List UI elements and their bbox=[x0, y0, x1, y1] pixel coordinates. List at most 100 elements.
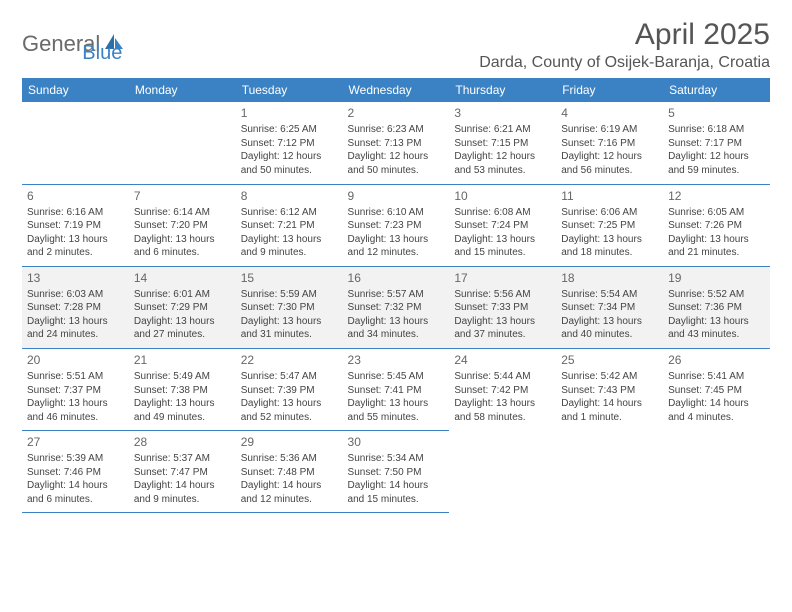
sunrise-line: Sunrise: 5:54 AM bbox=[561, 288, 658, 302]
calendar-empty bbox=[22, 102, 129, 184]
sunrise-line: Sunrise: 5:36 AM bbox=[241, 452, 338, 466]
day-number: 26 bbox=[668, 352, 765, 368]
sunrise-line: Sunrise: 5:49 AM bbox=[134, 370, 231, 384]
day-number: 30 bbox=[348, 434, 445, 450]
day-number: 15 bbox=[241, 270, 338, 286]
day-number: 13 bbox=[27, 270, 124, 286]
day-number: 29 bbox=[241, 434, 338, 450]
calendar-day: 8Sunrise: 6:12 AMSunset: 7:21 PMDaylight… bbox=[236, 184, 343, 266]
sunrise-line: Sunrise: 6:05 AM bbox=[668, 206, 765, 220]
calendar-day: 4Sunrise: 6:19 AMSunset: 7:16 PMDaylight… bbox=[556, 102, 663, 184]
day-number: 7 bbox=[134, 188, 231, 204]
day-number: 1 bbox=[241, 105, 338, 121]
sunrise-line: Sunrise: 5:45 AM bbox=[348, 370, 445, 384]
calendar-day: 1Sunrise: 6:25 AMSunset: 7:12 PMDaylight… bbox=[236, 102, 343, 184]
daylight-line: Daylight: 13 hours and 18 minutes. bbox=[561, 233, 658, 260]
sunrise-line: Sunrise: 5:59 AM bbox=[241, 288, 338, 302]
calendar-day: 12Sunrise: 6:05 AMSunset: 7:26 PMDayligh… bbox=[663, 184, 770, 266]
sunrise-line: Sunrise: 6:21 AM bbox=[454, 123, 551, 137]
sunrise-line: Sunrise: 5:52 AM bbox=[668, 288, 765, 302]
daylight-line: Daylight: 13 hours and 46 minutes. bbox=[27, 397, 124, 424]
calendar-day: 19Sunrise: 5:52 AMSunset: 7:36 PMDayligh… bbox=[663, 266, 770, 348]
daylight-line: Daylight: 12 hours and 56 minutes. bbox=[561, 150, 658, 177]
daylight-line: Daylight: 14 hours and 9 minutes. bbox=[134, 479, 231, 506]
sunrise-line: Sunrise: 6:03 AM bbox=[27, 288, 124, 302]
daylight-line: Daylight: 13 hours and 37 minutes. bbox=[454, 315, 551, 342]
daylight-line: Daylight: 12 hours and 50 minutes. bbox=[241, 150, 338, 177]
sunrise-line: Sunrise: 6:18 AM bbox=[668, 123, 765, 137]
sunrise-line: Sunrise: 5:57 AM bbox=[348, 288, 445, 302]
day-number: 18 bbox=[561, 270, 658, 286]
daylight-line: Daylight: 12 hours and 59 minutes. bbox=[668, 150, 765, 177]
daylight-line: Daylight: 13 hours and 6 minutes. bbox=[134, 233, 231, 260]
calendar-day: 22Sunrise: 5:47 AMSunset: 7:39 PMDayligh… bbox=[236, 348, 343, 430]
daylight-line: Daylight: 13 hours and 24 minutes. bbox=[27, 315, 124, 342]
weekday-header: Tuesday bbox=[236, 78, 343, 102]
day-number: 21 bbox=[134, 352, 231, 368]
day-number: 28 bbox=[134, 434, 231, 450]
sunset-line: Sunset: 7:21 PM bbox=[241, 219, 338, 233]
calendar-day: 17Sunrise: 5:56 AMSunset: 7:33 PMDayligh… bbox=[449, 266, 556, 348]
daylight-line: Daylight: 13 hours and 31 minutes. bbox=[241, 315, 338, 342]
sunset-line: Sunset: 7:50 PM bbox=[348, 466, 445, 480]
daylight-line: Daylight: 13 hours and 21 minutes. bbox=[668, 233, 765, 260]
sunset-line: Sunset: 7:12 PM bbox=[241, 137, 338, 151]
calendar-row: 13Sunrise: 6:03 AMSunset: 7:28 PMDayligh… bbox=[22, 266, 770, 348]
day-number: 16 bbox=[348, 270, 445, 286]
day-number: 3 bbox=[454, 105, 551, 121]
calendar-day: 18Sunrise: 5:54 AMSunset: 7:34 PMDayligh… bbox=[556, 266, 663, 348]
calendar-day: 26 Sunrise: 5:41 AMSunset: 7:45 PMDayligh… bbox=[663, 348, 770, 430]
calendar-day: 2Sunrise: 6:23 AMSunset: 7:13 PMDaylight… bbox=[343, 102, 450, 184]
day-number: 23 bbox=[348, 352, 445, 368]
brand-logo: General Blue bbox=[22, 18, 122, 65]
day-number: 2 bbox=[348, 105, 445, 121]
daylight-line: Daylight: 14 hours and 15 minutes. bbox=[348, 479, 445, 506]
weekday-header: Monday bbox=[129, 78, 236, 102]
daylight-line: Daylight: 13 hours and 52 minutes. bbox=[241, 397, 338, 424]
location-subtitle: Darda, County of Osijek-Baranja, Croatia bbox=[479, 54, 770, 72]
calendar-day: 21Sunrise: 5:49 AMSunset: 7:38 PMDayligh… bbox=[129, 348, 236, 430]
title-block: April 2025 Darda, County of Osijek-Baran… bbox=[479, 18, 770, 72]
sunset-line: Sunset: 7:42 PM bbox=[454, 384, 551, 398]
sunset-line: Sunset: 7:46 PM bbox=[27, 466, 124, 480]
sunset-line: Sunset: 7:15 PM bbox=[454, 137, 551, 151]
sunrise-line: Sunrise: 6:10 AM bbox=[348, 206, 445, 220]
daylight-line: Daylight: 12 hours and 53 minutes. bbox=[454, 150, 551, 177]
sunset-line: Sunset: 7:28 PM bbox=[27, 301, 124, 315]
daylight-line: Daylight: 13 hours and 9 minutes. bbox=[241, 233, 338, 260]
sunset-line: Sunset: 7:24 PM bbox=[454, 219, 551, 233]
day-number: 9 bbox=[348, 188, 445, 204]
sunrise-line: Sunrise: 5:42 AM bbox=[561, 370, 658, 384]
daylight-line: Daylight: 13 hours and 55 minutes. bbox=[348, 397, 445, 424]
calendar-day: 25Sunrise: 5:42 AMSunset: 7:43 PMDayligh… bbox=[556, 348, 663, 430]
sunset-line: Sunset: 7:43 PM bbox=[561, 384, 658, 398]
sunrise-line: Sunrise: 5:41 AM bbox=[668, 370, 765, 384]
day-number: 20 bbox=[27, 352, 124, 368]
daylight-line: Daylight: 14 hours and 6 minutes. bbox=[27, 479, 124, 506]
sunrise-line: Sunrise: 5:47 AM bbox=[241, 370, 338, 384]
weekday-header: Friday bbox=[556, 78, 663, 102]
calendar-day: 15Sunrise: 5:59 AMSunset: 7:30 PMDayligh… bbox=[236, 266, 343, 348]
daylight-line: Daylight: 13 hours and 58 minutes. bbox=[454, 397, 551, 424]
calendar-empty bbox=[556, 431, 663, 513]
weekday-header: Thursday bbox=[449, 78, 556, 102]
sunset-line: Sunset: 7:13 PM bbox=[348, 137, 445, 151]
sunset-line: Sunset: 7:37 PM bbox=[27, 384, 124, 398]
sunset-line: Sunset: 7:45 PM bbox=[668, 384, 765, 398]
sunrise-line: Sunrise: 6:19 AM bbox=[561, 123, 658, 137]
daylight-line: Daylight: 13 hours and 40 minutes. bbox=[561, 315, 658, 342]
daylight-line: Daylight: 14 hours and 4 minutes. bbox=[668, 397, 765, 424]
calendar-row: 20Sunrise: 5:51 AMSunset: 7:37 PMDayligh… bbox=[22, 348, 770, 430]
calendar-day: 28Sunrise: 5:37 AMSunset: 7:47 PMDayligh… bbox=[129, 431, 236, 513]
calendar-table: SundayMondayTuesdayWednesdayThursdayFrid… bbox=[22, 78, 770, 513]
day-number: 6 bbox=[27, 188, 124, 204]
sunset-line: Sunset: 7:17 PM bbox=[668, 137, 765, 151]
sunset-line: Sunset: 7:47 PM bbox=[134, 466, 231, 480]
month-title: April 2025 bbox=[479, 18, 770, 52]
sunrise-line: Sunrise: 6:14 AM bbox=[134, 206, 231, 220]
calendar-row: 6Sunrise: 6:16 AMSunset: 7:19 PMDaylight… bbox=[22, 184, 770, 266]
daylight-line: Daylight: 13 hours and 27 minutes. bbox=[134, 315, 231, 342]
day-number: 22 bbox=[241, 352, 338, 368]
day-number: 10 bbox=[454, 188, 551, 204]
calendar-day: 11Sunrise: 6:06 AMSunset: 7:25 PMDayligh… bbox=[556, 184, 663, 266]
